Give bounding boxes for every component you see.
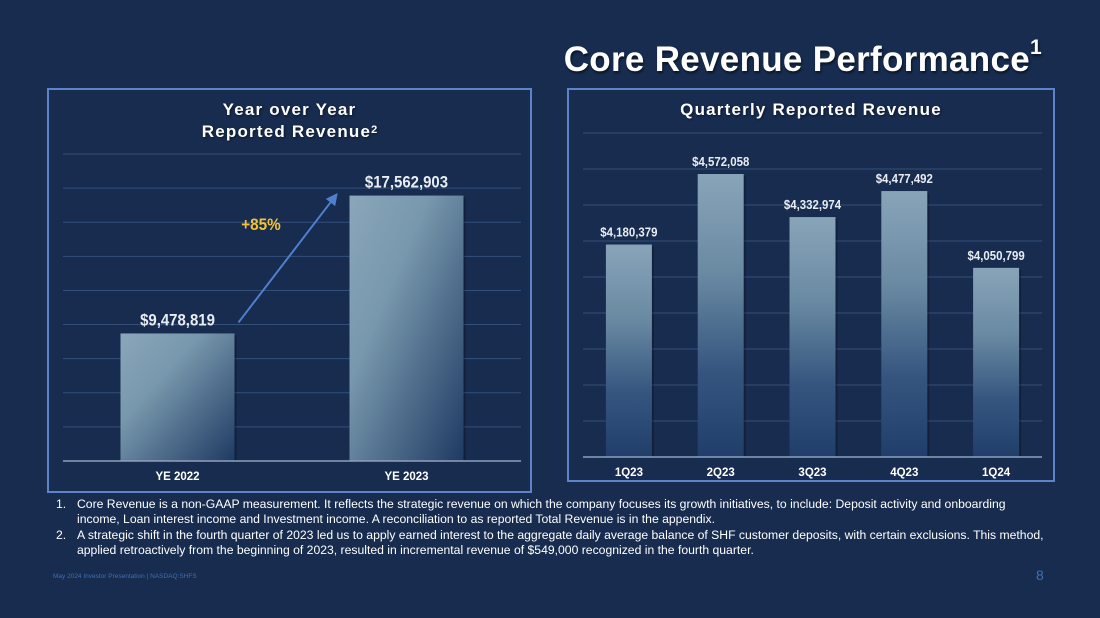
footnote-number: 2. — [56, 527, 67, 542]
footer-text: May 2024 Investor Presentation | NASDAQ:… — [53, 573, 197, 580]
yoy-chart-title-line2: Reported Revenue2 — [49, 121, 530, 143]
slide-title: Core Revenue Performance1 — [563, 36, 1042, 80]
bar-ye-2022 — [120, 333, 235, 461]
bar-2q23 — [697, 174, 744, 458]
x-tick-label: 2Q23 — [707, 467, 735, 479]
quarterly-revenue-chart: $4,180,379 1Q23 $4,572,058 2Q23 $4,332,974 3Q… — [583, 132, 1042, 479]
bar-4q23 — [881, 191, 928, 457]
footnote-2: 2. A strategic shift in the fourth quart… — [56, 528, 1046, 559]
quarterly-chart-title: Quarterly Reported Revenue — [680, 100, 942, 119]
x-tick-label: 1Q23 — [615, 467, 643, 479]
page-number: 8 — [1036, 567, 1044, 583]
footnote-number: 1. — [56, 497, 67, 511]
footnotes: 1. Core Revenue is a non-GAAP measuremen… — [56, 497, 1046, 559]
x-tick-label: 3Q23 — [798, 467, 826, 479]
data-label: $4,572,058 — [692, 154, 749, 169]
footnote-text: A strategic shift in the fourth quarter … — [77, 527, 1044, 558]
quarterly-revenue-panel: Quarterly Reported Revenue $4,180,379 1Q2… — [567, 88, 1055, 482]
slide-title-text: Core Revenue Performance — [563, 40, 1031, 79]
yoy-chart-title: Year over Year Reported Revenue2 — [49, 99, 530, 143]
yoy-chart-title-line2-text: Reported Revenue — [201, 122, 372, 141]
x-tick-label: 1Q24 — [982, 467, 1011, 479]
footnote-text: Core Revenue is a non-GAAP measurement. … — [77, 497, 1006, 527]
data-label: $4,477,492 — [876, 171, 933, 186]
bar-1q24 — [973, 267, 1020, 457]
growth-label: +85% — [241, 215, 281, 234]
yoy-chart-title-line1: Year over Year — [222, 100, 357, 119]
yoy-revenue-chart: $9,478,819 YE 2022 $17,562,903 YE 2023 +85% — [63, 153, 521, 483]
footnote-1: 1. Core Revenue is a non-GAAP measuremen… — [56, 497, 1046, 528]
x-tick-label: YE 2022 — [155, 471, 199, 483]
data-label: $4,332,974 — [784, 197, 841, 212]
yoy-chart-title-footnote-ref: 2 — [371, 124, 378, 136]
data-label: $4,050,799 — [967, 248, 1024, 263]
data-label: $17,562,903 — [365, 174, 448, 192]
yoy-revenue-panel: Year over Year Reported Revenue2 $9,478,… — [47, 88, 532, 493]
bar-ye-2023 — [349, 195, 464, 461]
bar-3q23 — [789, 217, 836, 457]
data-label: $9,478,819 — [140, 312, 215, 330]
x-tick-label: 4Q23 — [890, 467, 918, 479]
data-label: $4,180,379 — [600, 225, 657, 240]
slide-title-footnote-ref: 1 — [1030, 36, 1042, 59]
growth-arrow-icon — [237, 192, 338, 324]
x-tick-label: YE 2023 — [384, 471, 428, 483]
bar-1q23 — [605, 244, 652, 457]
